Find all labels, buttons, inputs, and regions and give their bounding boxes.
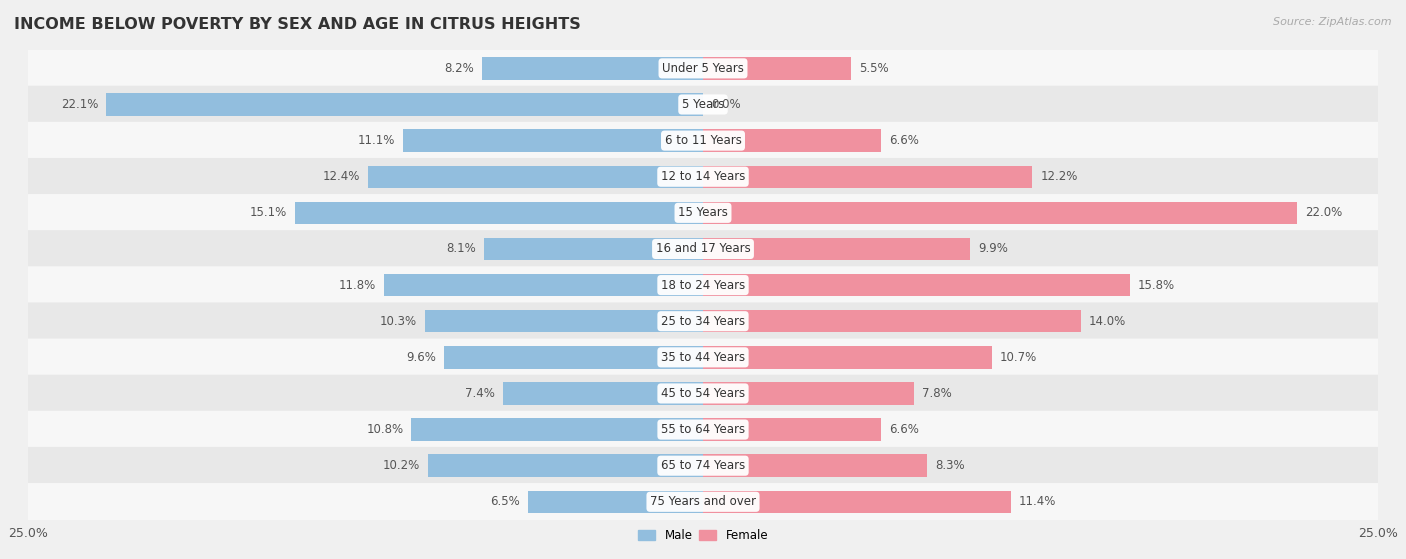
- Text: 6.6%: 6.6%: [889, 423, 920, 436]
- Bar: [425, 310, 703, 333]
- Text: 65 to 74 Years: 65 to 74 Years: [661, 459, 745, 472]
- Text: 5 Years: 5 Years: [682, 98, 724, 111]
- Text: 10.2%: 10.2%: [382, 459, 419, 472]
- Bar: [412, 418, 703, 440]
- Text: 8.1%: 8.1%: [447, 243, 477, 255]
- Bar: [703, 491, 1011, 513]
- Text: 10.3%: 10.3%: [380, 315, 416, 328]
- Text: 6.5%: 6.5%: [489, 495, 519, 508]
- Text: 9.9%: 9.9%: [979, 243, 1008, 255]
- Text: 18 to 24 Years: 18 to 24 Years: [661, 278, 745, 292]
- Text: 7.8%: 7.8%: [922, 387, 952, 400]
- Text: 11.4%: 11.4%: [1019, 495, 1056, 508]
- Text: 75 Years and over: 75 Years and over: [650, 495, 756, 508]
- Bar: [703, 346, 991, 368]
- Text: Under 5 Years: Under 5 Years: [662, 62, 744, 75]
- Text: 25 to 34 Years: 25 to 34 Years: [661, 315, 745, 328]
- Text: 8.3%: 8.3%: [935, 459, 965, 472]
- FancyBboxPatch shape: [28, 339, 1378, 376]
- Text: 6 to 11 Years: 6 to 11 Years: [665, 134, 741, 147]
- FancyBboxPatch shape: [28, 194, 1378, 231]
- Bar: [527, 491, 703, 513]
- Text: 11.8%: 11.8%: [339, 278, 377, 292]
- Bar: [384, 274, 703, 296]
- FancyBboxPatch shape: [28, 122, 1378, 159]
- FancyBboxPatch shape: [28, 50, 1378, 87]
- FancyBboxPatch shape: [28, 302, 1378, 340]
- Text: 10.7%: 10.7%: [1000, 351, 1038, 364]
- Text: 55 to 64 Years: 55 to 64 Years: [661, 423, 745, 436]
- Bar: [484, 238, 703, 260]
- Text: Source: ZipAtlas.com: Source: ZipAtlas.com: [1274, 17, 1392, 27]
- Text: 22.1%: 22.1%: [60, 98, 98, 111]
- Text: 12 to 14 Years: 12 to 14 Years: [661, 170, 745, 183]
- Text: 14.0%: 14.0%: [1090, 315, 1126, 328]
- FancyBboxPatch shape: [28, 411, 1378, 448]
- Bar: [703, 418, 882, 440]
- Bar: [703, 310, 1081, 333]
- Text: 6.6%: 6.6%: [889, 134, 920, 147]
- Text: 7.4%: 7.4%: [465, 387, 495, 400]
- Bar: [482, 57, 703, 79]
- Bar: [703, 165, 1032, 188]
- Bar: [703, 382, 914, 405]
- Text: 15.1%: 15.1%: [250, 206, 287, 219]
- FancyBboxPatch shape: [28, 266, 1378, 304]
- Text: 9.6%: 9.6%: [406, 351, 436, 364]
- FancyBboxPatch shape: [28, 158, 1378, 196]
- Bar: [107, 93, 703, 116]
- Legend: Male, Female: Male, Female: [633, 524, 773, 547]
- FancyBboxPatch shape: [28, 447, 1378, 485]
- Text: 22.0%: 22.0%: [1305, 206, 1343, 219]
- Bar: [703, 454, 927, 477]
- Bar: [703, 274, 1129, 296]
- FancyBboxPatch shape: [28, 375, 1378, 412]
- Text: 8.2%: 8.2%: [444, 62, 474, 75]
- Bar: [444, 346, 703, 368]
- Text: 35 to 44 Years: 35 to 44 Years: [661, 351, 745, 364]
- Text: 15.8%: 15.8%: [1137, 278, 1175, 292]
- Bar: [503, 382, 703, 405]
- Bar: [703, 130, 882, 152]
- Text: 5.5%: 5.5%: [859, 62, 889, 75]
- Text: 12.2%: 12.2%: [1040, 170, 1078, 183]
- Text: 12.4%: 12.4%: [323, 170, 360, 183]
- Text: 15 Years: 15 Years: [678, 206, 728, 219]
- Bar: [427, 454, 703, 477]
- Bar: [703, 202, 1296, 224]
- Bar: [703, 57, 852, 79]
- Text: 0.0%: 0.0%: [711, 98, 741, 111]
- Bar: [368, 165, 703, 188]
- Text: 16 and 17 Years: 16 and 17 Years: [655, 243, 751, 255]
- Text: INCOME BELOW POVERTY BY SEX AND AGE IN CITRUS HEIGHTS: INCOME BELOW POVERTY BY SEX AND AGE IN C…: [14, 17, 581, 32]
- FancyBboxPatch shape: [28, 86, 1378, 124]
- Bar: [295, 202, 703, 224]
- Text: 11.1%: 11.1%: [359, 134, 395, 147]
- FancyBboxPatch shape: [28, 230, 1378, 268]
- Text: 45 to 54 Years: 45 to 54 Years: [661, 387, 745, 400]
- Text: 10.8%: 10.8%: [366, 423, 404, 436]
- FancyBboxPatch shape: [28, 483, 1378, 520]
- Bar: [404, 130, 703, 152]
- Bar: [703, 238, 970, 260]
